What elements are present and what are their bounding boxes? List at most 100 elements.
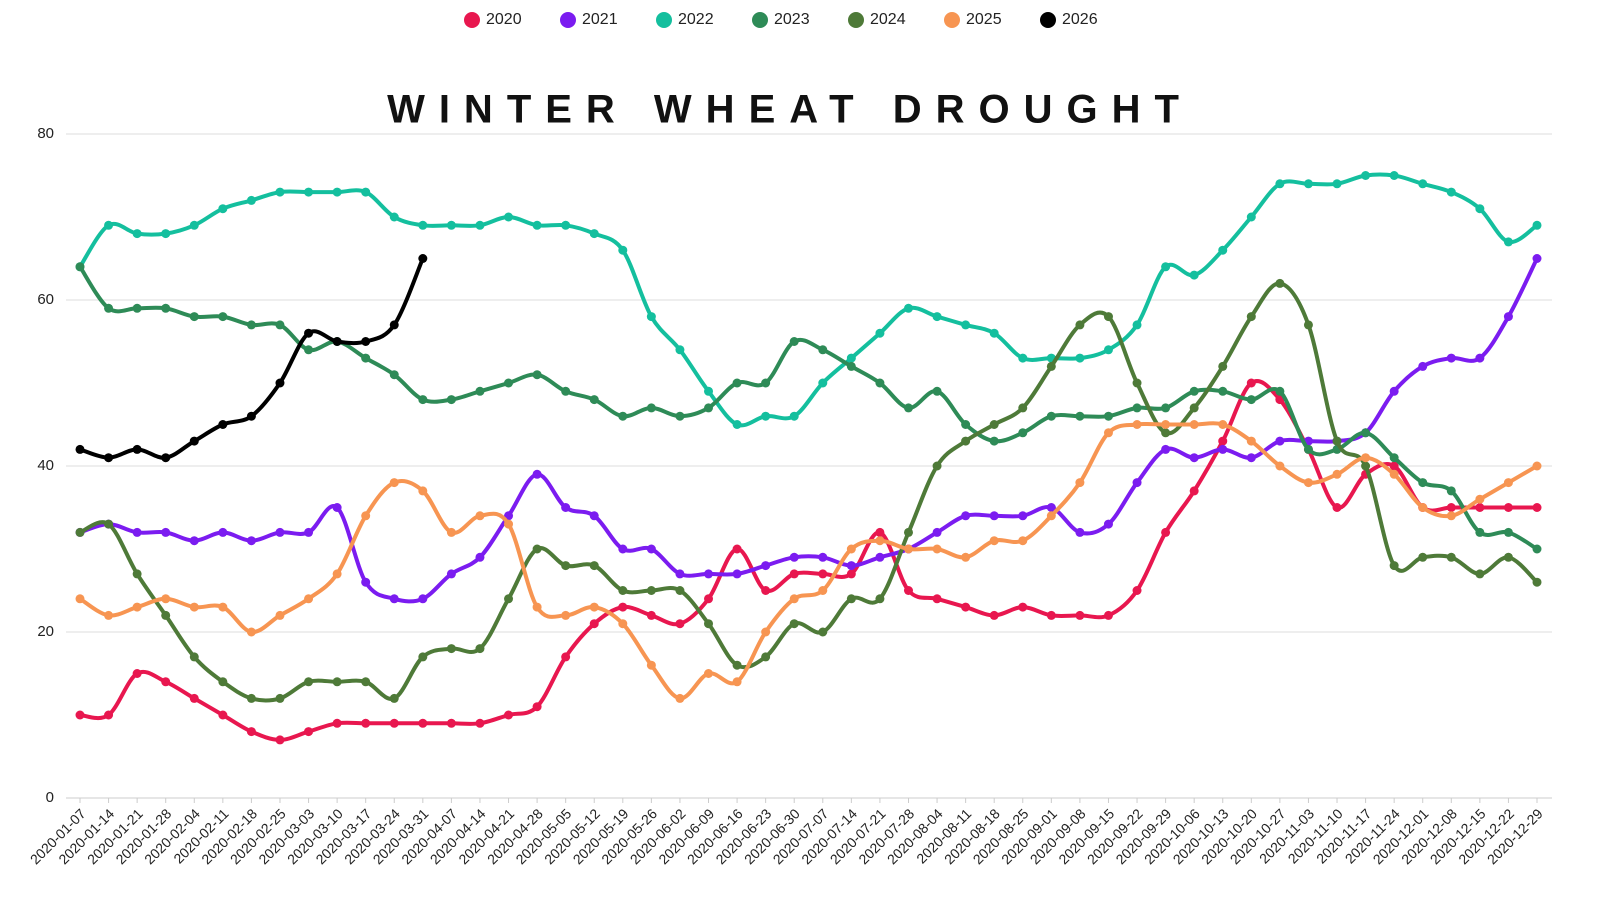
data-point	[875, 536, 885, 546]
data-point	[446, 569, 456, 579]
data-point	[761, 652, 771, 662]
data-point	[1189, 453, 1199, 463]
data-point	[989, 436, 999, 446]
data-point	[246, 411, 256, 421]
data-point	[1389, 561, 1399, 571]
data-point	[1503, 503, 1513, 512]
data-point	[1503, 237, 1513, 247]
data-point	[589, 395, 599, 405]
data-point	[932, 461, 942, 471]
data-point	[389, 370, 399, 380]
legend-label: 2026	[1062, 11, 1098, 28]
data-point	[1103, 312, 1113, 322]
data-point	[1475, 204, 1485, 214]
data-point	[446, 644, 456, 654]
data-point	[1389, 469, 1399, 479]
data-point	[189, 220, 199, 230]
data-point	[1246, 436, 1256, 446]
data-point	[361, 353, 371, 363]
data-point	[704, 386, 714, 396]
series-line	[78, 172, 1539, 428]
series-line	[78, 421, 1539, 701]
data-point	[1418, 478, 1428, 488]
legend-label: 2024	[870, 11, 906, 28]
data-point	[818, 552, 828, 562]
data-point	[218, 420, 228, 429]
data-point	[1303, 320, 1313, 330]
data-point	[389, 320, 399, 330]
data-point	[1218, 436, 1228, 446]
data-point	[1389, 171, 1399, 180]
data-point	[532, 702, 542, 712]
data-point	[561, 220, 571, 230]
series	[75, 171, 1542, 429]
data-point	[961, 552, 971, 562]
data-point	[218, 602, 228, 612]
data-point	[1189, 386, 1199, 396]
data-point	[1418, 361, 1428, 371]
data-point	[104, 453, 114, 463]
data-point	[446, 718, 456, 728]
data-point	[504, 519, 514, 529]
data-point	[1132, 478, 1142, 488]
data-point	[1161, 403, 1171, 413]
data-point	[532, 469, 542, 479]
data-point	[1246, 453, 1256, 463]
data-point	[1018, 353, 1028, 363]
legend-swatch	[848, 12, 864, 28]
data-point	[646, 544, 656, 554]
data-point	[1532, 461, 1542, 471]
data-point	[1446, 187, 1456, 197]
data-point	[361, 511, 371, 521]
data-point	[761, 378, 771, 388]
legend-swatch	[944, 12, 960, 28]
data-point	[1189, 486, 1199, 496]
data-point	[132, 602, 142, 612]
data-point	[1332, 436, 1342, 446]
data-point	[361, 337, 371, 346]
data-point	[1503, 527, 1513, 537]
data-point	[1389, 386, 1399, 396]
data-point	[275, 527, 285, 537]
data-point	[161, 594, 171, 604]
data-point	[418, 652, 428, 662]
data-point	[1018, 536, 1028, 546]
data-point	[161, 677, 171, 687]
data-point	[475, 718, 485, 728]
data-point	[361, 187, 371, 197]
data-point	[275, 693, 285, 703]
data-point	[675, 619, 685, 629]
data-point	[1246, 395, 1256, 405]
data-point	[189, 436, 199, 446]
data-point	[418, 718, 428, 728]
data-point	[532, 220, 542, 230]
data-point	[1332, 179, 1342, 189]
legend-swatch	[752, 12, 768, 28]
data-point	[332, 503, 342, 512]
data-point	[646, 403, 656, 413]
data-point	[304, 677, 314, 687]
data-point	[589, 229, 599, 239]
data-point	[475, 644, 485, 654]
data-point	[1303, 444, 1313, 454]
data-point	[561, 386, 571, 396]
series	[75, 278, 1542, 703]
data-point	[618, 411, 628, 421]
data-point	[1361, 428, 1371, 438]
data-point	[961, 436, 971, 446]
data-point	[418, 220, 428, 230]
data-point	[1303, 478, 1313, 488]
data-point	[304, 594, 314, 604]
data-point	[646, 586, 656, 595]
data-point	[132, 569, 142, 579]
data-point	[618, 619, 628, 629]
data-point	[275, 735, 285, 745]
data-point	[589, 619, 599, 629]
data-point	[932, 386, 942, 396]
data-point	[218, 527, 228, 537]
data-point	[189, 602, 199, 612]
data-point	[1475, 494, 1485, 504]
data-point	[132, 669, 142, 678]
data-point	[1075, 478, 1085, 488]
data-point	[846, 544, 856, 554]
